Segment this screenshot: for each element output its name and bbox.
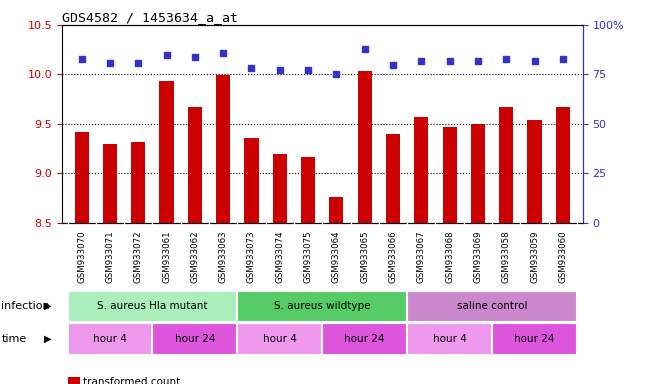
Text: GSM933068: GSM933068 (445, 230, 454, 283)
Text: GDS4582 / 1453634_a_at: GDS4582 / 1453634_a_at (62, 11, 238, 24)
Text: time: time (1, 334, 27, 344)
Text: ▶: ▶ (44, 334, 52, 344)
Text: hour 24: hour 24 (344, 334, 385, 344)
Text: GSM933072: GSM933072 (133, 230, 143, 283)
Point (133, 60, 143, 66)
Text: GSM933065: GSM933065 (360, 230, 369, 283)
Point (501, 56, 512, 62)
Bar (103, 144, 117, 223)
Point (388, 61, 398, 68)
Point (246, 65, 256, 71)
Text: GSM933066: GSM933066 (389, 230, 398, 283)
Bar (273, 154, 287, 223)
Point (359, 46, 370, 52)
Point (416, 58, 426, 64)
Text: hour 4: hour 4 (93, 334, 127, 344)
Text: GSM933064: GSM933064 (332, 230, 341, 283)
Bar (159, 81, 174, 223)
Text: S. aureus Hla mutant: S. aureus Hla mutant (97, 301, 208, 311)
Text: GSM933061: GSM933061 (162, 230, 171, 283)
Point (331, 71, 342, 78)
Point (558, 56, 568, 62)
Point (275, 67, 285, 73)
Text: GSM933059: GSM933059 (530, 230, 539, 283)
Point (473, 58, 483, 64)
Bar (75, 132, 89, 223)
Bar (238, 291, 407, 322)
Point (105, 60, 115, 66)
Bar (492, 323, 577, 354)
Bar (527, 120, 542, 223)
Text: hour 24: hour 24 (174, 334, 215, 344)
Bar (414, 117, 428, 223)
Bar (357, 71, 372, 223)
Bar (386, 134, 400, 223)
Text: GSM933067: GSM933067 (417, 230, 426, 283)
Bar (244, 138, 258, 223)
Bar (68, 323, 152, 354)
Bar (556, 107, 570, 223)
Text: GSM933058: GSM933058 (502, 230, 511, 283)
Text: GSM933062: GSM933062 (190, 230, 199, 283)
Text: hour 24: hour 24 (514, 334, 555, 344)
Bar (238, 323, 322, 354)
Text: GSM933075: GSM933075 (303, 230, 312, 283)
Bar (499, 107, 513, 223)
Point (189, 53, 200, 60)
Bar (407, 323, 492, 354)
Bar (132, 142, 145, 223)
Text: GSM933071: GSM933071 (105, 230, 115, 283)
Text: infection: infection (1, 301, 50, 311)
Bar (407, 291, 577, 322)
Text: GSM933060: GSM933060 (559, 230, 567, 283)
Bar (68, 291, 238, 322)
Bar (443, 127, 457, 223)
Bar (329, 197, 344, 223)
Text: transformed count: transformed count (83, 377, 180, 384)
Text: GSM933063: GSM933063 (219, 230, 228, 283)
Bar (152, 323, 238, 354)
Point (161, 51, 172, 58)
Text: hour 4: hour 4 (263, 334, 297, 344)
Bar (216, 75, 230, 223)
Text: S. aureus wildtype: S. aureus wildtype (274, 301, 370, 311)
Text: GSM933069: GSM933069 (473, 230, 482, 283)
Point (303, 67, 313, 73)
Point (445, 58, 455, 64)
Point (218, 50, 229, 56)
Bar (187, 107, 202, 223)
Text: GSM933070: GSM933070 (77, 230, 86, 283)
Bar (322, 323, 407, 354)
Point (529, 58, 540, 64)
Text: GSM933074: GSM933074 (275, 230, 284, 283)
Bar (301, 157, 315, 223)
Text: GSM933073: GSM933073 (247, 230, 256, 283)
Point (76, 56, 87, 62)
Text: hour 4: hour 4 (433, 334, 467, 344)
Text: ▶: ▶ (44, 301, 52, 311)
Bar (471, 124, 485, 223)
Text: saline control: saline control (457, 301, 527, 311)
